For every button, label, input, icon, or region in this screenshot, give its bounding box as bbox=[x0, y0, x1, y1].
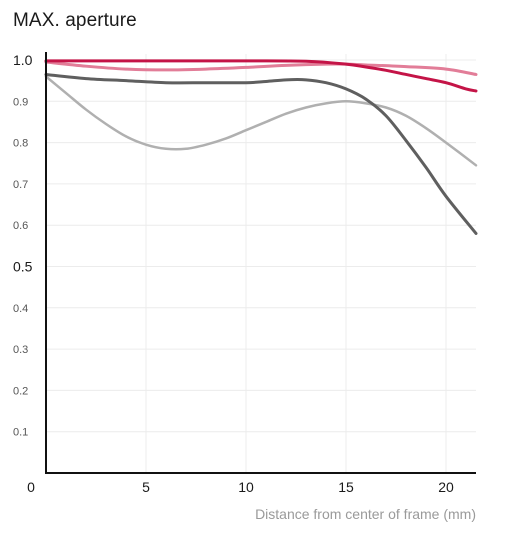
y-tick-label: 0.1 bbox=[13, 427, 28, 439]
series-line-3 bbox=[44, 60, 478, 76]
series-line-2 bbox=[44, 72, 478, 235]
y-tick-label: 0.7 bbox=[13, 179, 28, 191]
y-tick-label: 0.5 bbox=[13, 259, 33, 275]
tick-labels: 0.1 0.2 0.3 0.4 0.5 0.6 0.7 0.8 0.9 1.0 0 5 10 15 20 bbox=[13, 52, 454, 495]
grid-lines bbox=[46, 54, 476, 473]
y-tick-label: 0.8 bbox=[13, 138, 28, 150]
x-tick-label: 5 bbox=[142, 479, 150, 495]
x-tick-label: 10 bbox=[238, 479, 254, 495]
chart-title: MAX. aperture bbox=[13, 10, 137, 31]
x-axis-label: Distance from center of frame (mm) bbox=[255, 506, 476, 522]
series-line-1 bbox=[44, 75, 478, 167]
y-tick-label: 0.2 bbox=[13, 385, 28, 397]
x-tick-label: 0 bbox=[27, 479, 35, 495]
x-tick-label: 15 bbox=[338, 479, 354, 495]
x-tick-label: 20 bbox=[438, 479, 454, 495]
y-tick-label: 0.4 bbox=[13, 303, 28, 315]
series-line-4 bbox=[44, 59, 478, 93]
y-tick-label: 0.6 bbox=[13, 220, 28, 232]
series-lines bbox=[44, 59, 478, 235]
y-tick-label: 1.0 bbox=[13, 52, 33, 68]
y-tick-label: 0.3 bbox=[13, 344, 28, 356]
axes bbox=[45, 52, 476, 474]
y-tick-label: 0.9 bbox=[13, 96, 28, 108]
